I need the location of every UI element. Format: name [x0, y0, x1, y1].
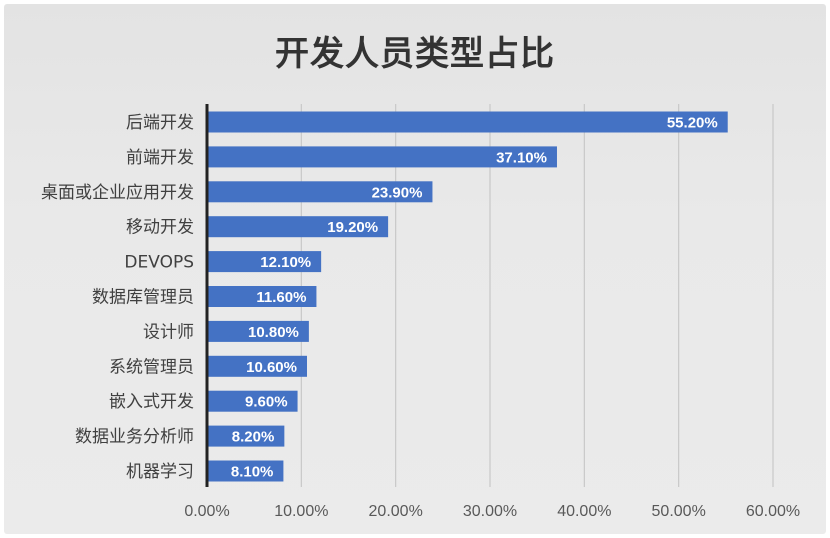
x-tick-label: 10.00% — [274, 503, 328, 520]
data-label: 8.10% — [231, 464, 274, 481]
chart-title: 开发人员类型占比 — [275, 34, 555, 74]
x-tick-label: 60.00% — [746, 503, 800, 520]
bar — [207, 181, 433, 203]
bar — [207, 320, 309, 342]
x-tick-label: 0.00% — [184, 503, 229, 520]
bar — [207, 355, 307, 377]
bar — [207, 251, 322, 273]
bars — [207, 111, 728, 482]
category-label: 设计师 — [143, 322, 194, 342]
category-label: 数据业务分析师 — [75, 427, 194, 447]
data-label: 11.60% — [256, 289, 306, 306]
bar — [207, 390, 298, 412]
x-tick-label: 20.00% — [369, 503, 423, 520]
category-label: 嵌入式开发 — [109, 392, 194, 412]
bar — [207, 146, 557, 168]
data-label: 55.20% — [667, 115, 718, 132]
category-label: 数据库管理员 — [92, 288, 194, 308]
data-label: 9.60% — [245, 394, 288, 411]
category-label: 桌面或企业应用开发 — [41, 183, 194, 203]
category-label: 后端开发 — [126, 113, 194, 133]
data-label: 12.10% — [260, 254, 311, 271]
category-label: 前端开发 — [126, 148, 194, 168]
data-label: 8.20% — [232, 429, 275, 446]
category-label: 移动开发 — [126, 218, 194, 238]
bar — [207, 111, 728, 133]
x-tick-label: 30.00% — [463, 503, 517, 520]
gridlines — [300, 104, 774, 487]
data-label: 10.60% — [246, 359, 297, 376]
x-tick-label: 40.00% — [557, 503, 611, 520]
category-label: DEVOPS — [124, 253, 194, 273]
bar — [207, 460, 284, 482]
category-label: 机器学习 — [126, 462, 194, 482]
chart-plot: 0.00% 10.00% 20.00% 30.00% 40.00% 50.00% 60.00… — [41, 104, 800, 520]
data-label: 19.20% — [327, 219, 378, 236]
labels: 0.00% 10.00% 20.00% 30.00% 40.00% 50.00% 60.00… — [41, 113, 800, 520]
data-label: 23.90% — [372, 184, 423, 201]
category-label: 系统管理员 — [109, 357, 194, 377]
bar — [207, 286, 317, 307]
data-label: 37.10% — [496, 149, 547, 166]
bar — [207, 425, 285, 447]
data-label: 10.80% — [248, 324, 299, 341]
x-tick-label: 50.00% — [652, 503, 706, 520]
chart-area: 开发人员类型占比 0.00% 10.00% 20.00% 30.00% 40.00% 50… — [4, 4, 826, 534]
bar — [207, 216, 389, 238]
